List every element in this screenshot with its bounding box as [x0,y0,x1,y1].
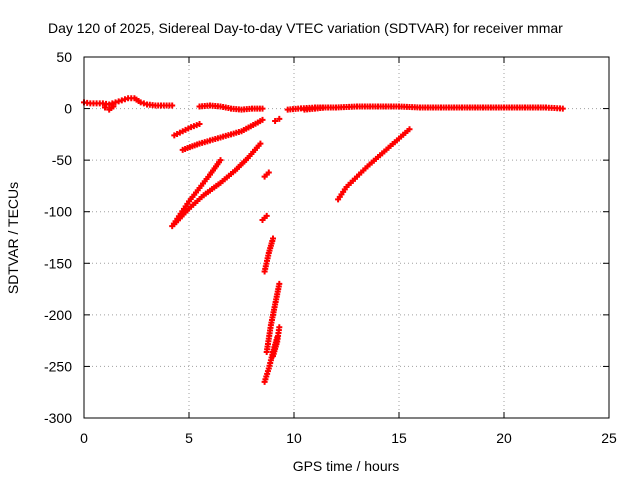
series-spike-c [261,235,276,275]
data-point [270,235,276,242]
data-point [137,99,144,106]
x-tick-label: 10 [286,430,302,446]
chart-title: Day 120 of 2025, Sidereal Day-to-day VTE… [48,20,563,36]
plot-frame [83,56,610,419]
series-baseline-dip [102,103,117,113]
series-arc-second [179,116,266,153]
y-tick-label: -250 [44,358,72,374]
data-point [118,97,125,104]
data-point [110,103,117,110]
y-tick-label: -200 [44,307,72,323]
data-point [121,96,128,103]
data-point [140,100,147,107]
data-point [265,169,272,176]
data-point [276,280,283,287]
data-point [276,324,283,331]
x-tick-labels: 0 5 10 15 20 25 [80,430,617,446]
series-gap-marks [301,104,329,113]
series-baseline-early [81,95,176,109]
axis-ticks [83,56,610,419]
data-points [81,95,566,385]
series-spike-e [263,280,283,355]
y-tick-label: -150 [44,255,72,271]
x-tick-label: 5 [185,430,193,446]
data-point [322,104,329,111]
data-point [115,98,122,105]
data-point [109,100,116,107]
y-tick-labels: 50 0 -50 -100 -150 -200 -250 -300 [44,49,72,426]
data-point [263,212,270,219]
data-point [259,105,266,112]
data-point [106,101,113,108]
data-point [259,116,266,123]
y-axis-label: SDTVAR / TECUs [5,182,21,294]
x-tick-label: 0 [80,430,88,446]
data-point [559,105,566,112]
data-point [272,117,279,124]
x-axis-label: GPS time / hours [293,458,400,474]
series-spike-g [272,115,283,124]
x-tick-label: 20 [496,430,512,446]
series-spike-f [270,324,283,360]
y-tick-label: -50 [52,152,72,168]
y-tick-label: 0 [64,101,72,117]
series-arc-late [335,126,413,203]
series-arc-upper [171,121,203,139]
data-point [276,115,283,122]
data-point [102,104,108,111]
x-tick-label: 15 [391,430,407,446]
series-arc-fall-2 [171,140,264,228]
data-point [217,157,224,164]
series-spike-a [259,212,270,223]
y-tick-label: 50 [56,49,72,65]
data-point [112,99,119,106]
data-point [196,121,203,128]
data-point [406,126,413,133]
data-point [169,102,176,109]
grid-lines [84,57,609,418]
data-point [257,140,264,147]
y-tick-label: -300 [44,410,72,426]
series-baseline-mid [196,102,266,113]
y-tick-label: -100 [44,204,72,220]
series-spike-b [261,169,272,180]
x-tick-label: 25 [601,430,617,446]
